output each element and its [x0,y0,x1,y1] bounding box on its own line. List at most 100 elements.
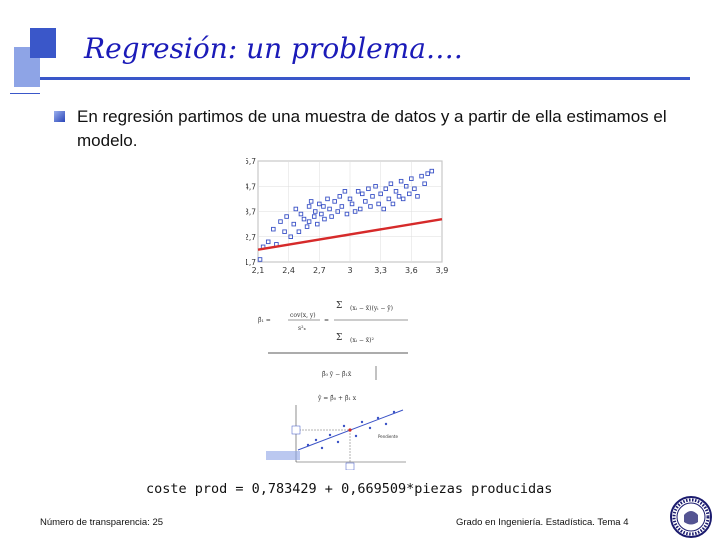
data-point [388,181,394,186]
data-point [383,186,389,192]
y-tick-label: 5,7 [246,157,256,166]
data-point [425,171,430,176]
slide-title: Regresión: un problema…. [84,32,463,65]
data-point [381,206,386,212]
data-point [422,181,427,186]
data-point [322,216,327,222]
data-point [337,194,343,199]
data-point [306,219,312,224]
data-point [357,206,363,212]
svg-text:cov(x, y): cov(x, y) [290,312,316,319]
data-point [370,194,375,199]
data-point [278,219,283,224]
svg-text:Σ: Σ [336,333,342,343]
data-point [366,186,371,192]
data-point [319,211,324,217]
data-point [393,189,399,194]
x-tick-label: 2,7 [313,266,326,275]
data-point [386,196,392,202]
y-tick-label: 4,7 [246,182,256,191]
scatter-chart: 2,1 2,4 2,7 3 3,3 3,6 3,9 1,7 2,7 3,7 4,7 5,7 [246,157,449,275]
data-point [317,201,322,207]
decor-square-dark [30,28,56,58]
x-tick-label: 2,4 [282,266,295,275]
y-tick-label: 3,7 [246,208,256,217]
x-tick-label: 3,9 [436,266,449,275]
data-point [284,214,289,219]
data-point [301,216,307,222]
svg-text:Σ: Σ [336,301,342,311]
svg-text:s²ₓ: s²ₓ [298,325,306,332]
data-point [419,173,424,179]
data-point [265,239,271,245]
data-point [396,194,402,199]
svg-text:β̂₀ ȳ − β̂₁x̄: β̂₀ ȳ − β̂₁x̄ [322,371,352,378]
data-point [373,184,378,189]
data-point [321,204,326,209]
data-point [306,204,312,209]
data-point [325,196,330,202]
data-point [403,184,409,189]
data-point [368,204,373,209]
data-point [308,199,314,204]
data-point [339,204,345,209]
bullet-text: En regresión partimos de una muestra de … [77,107,667,150]
data-point [390,201,396,207]
x-tick-label: 3 [347,266,352,275]
data-point [257,257,263,262]
data-point [304,224,310,229]
footer-course: Grado en Ingeniería. Estadística. Tema 4 [456,517,629,528]
data-point [311,214,317,219]
data-point [327,206,332,212]
data-point [342,189,348,194]
data-point [352,209,358,214]
regression-diagram: Pendiente [266,405,406,470]
svg-text:=: = [324,317,329,324]
data-point [412,186,417,192]
data-point [415,194,420,199]
svg-text:Pendiente: Pendiente [378,434,398,439]
data-point [293,206,299,212]
data-point [291,221,297,227]
y-tick-label: 2,7 [246,233,256,242]
regression-formula-figure: β̂₁ = cov(x, y) s²ₓ = Σ (xᵢ − x̄)(yᵢ − ȳ… [258,301,408,470]
beta0-formula: β̂₀ ȳ − β̂₁x̄ ŷ = β̂₀ + β̂₁ x [317,366,377,402]
data-point [360,191,365,197]
data-point [332,199,337,204]
data-point [298,211,304,217]
svg-text:β̂₁ =: β̂₁ = [258,317,271,324]
svg-text:(xᵢ − x̄)(yᵢ − ȳ): (xᵢ − x̄)(yᵢ − ȳ) [350,305,393,312]
data-point [349,201,355,207]
fitted-equation: coste prod = 0,783429 + 0,669509*piezas … [146,481,553,497]
svg-text:(xᵢ − x̄)²: (xᵢ − x̄)² [350,337,374,344]
data-point [271,226,276,232]
footer-slide-number: Número de transparencia: 25 [40,517,164,528]
data-point [329,214,334,219]
y-tick-label: 1,7 [246,258,256,267]
decor-line [10,93,40,94]
data-point [347,196,353,202]
university-seal-logo [670,496,712,538]
title-underline [40,77,690,80]
data-point [378,191,383,197]
x-tick-label: 3,3 [374,266,387,275]
data-point [344,211,350,217]
data-point [376,201,381,207]
data-point [407,191,412,197]
svg-text:ŷ = β̂₀ + β̂₁ x: ŷ = β̂₀ + β̂₁ x [317,395,357,402]
data-point [296,229,302,234]
regression-line [257,218,443,251]
x-tick-label: 2,1 [252,266,265,275]
data-point [400,196,406,202]
x-tick-label: 3,6 [405,266,418,275]
data-point [363,199,368,204]
data-point [335,209,340,214]
data-point [315,221,320,227]
bullet-icon [54,111,65,122]
data-point [288,234,293,239]
data-point [282,229,287,234]
beta1-formula: β̂₁ = cov(x, y) s²ₓ = Σ (xᵢ − x̄)(yᵢ − ȳ… [258,301,408,344]
data-point [398,178,404,184]
data-point [312,209,318,214]
data-point [409,176,414,181]
